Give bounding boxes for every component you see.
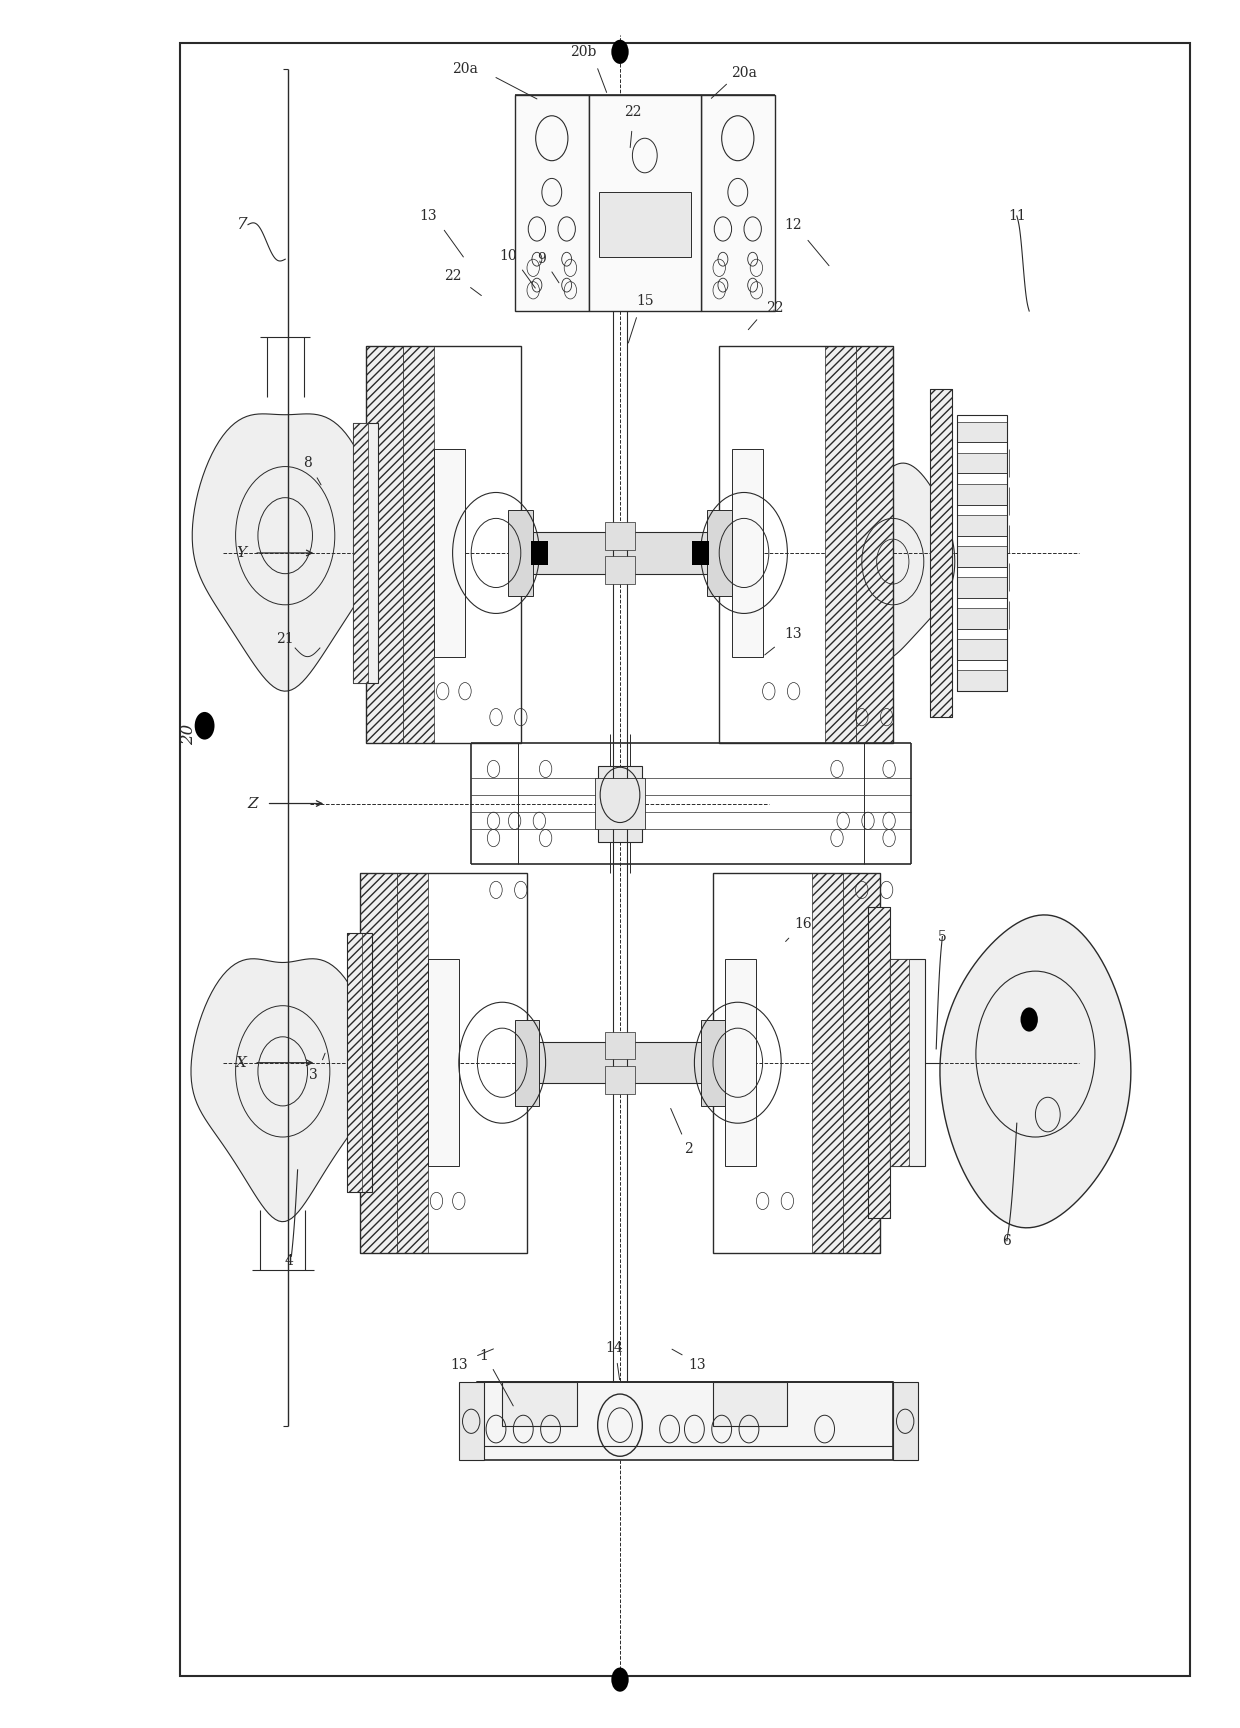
Circle shape — [611, 40, 629, 64]
Bar — [957, 484, 1007, 505]
Text: 13: 13 — [419, 209, 436, 223]
Text: 13: 13 — [688, 1358, 706, 1372]
Bar — [701, 95, 775, 311]
Text: 2: 2 — [683, 1142, 693, 1156]
Bar — [605, 1066, 635, 1094]
Bar — [868, 907, 890, 1218]
Text: 11: 11 — [1008, 209, 1025, 223]
Bar — [843, 873, 880, 1253]
Bar — [353, 423, 368, 683]
Bar — [428, 959, 459, 1166]
Bar — [957, 577, 1007, 598]
Polygon shape — [831, 463, 955, 660]
Bar — [397, 873, 428, 1253]
Bar — [515, 1020, 539, 1106]
Bar — [930, 389, 952, 717]
Bar — [825, 346, 856, 743]
Text: 10: 10 — [500, 249, 517, 263]
Bar — [713, 873, 880, 1253]
Text: 13: 13 — [785, 627, 802, 641]
Text: 16: 16 — [795, 918, 812, 931]
Text: 8: 8 — [303, 456, 312, 470]
Bar — [347, 933, 362, 1192]
Polygon shape — [191, 959, 374, 1222]
Circle shape — [195, 712, 215, 740]
Bar — [508, 510, 533, 596]
Text: 22: 22 — [444, 270, 461, 283]
Text: 20: 20 — [180, 724, 197, 745]
Bar — [180, 43, 1190, 1676]
Bar — [403, 346, 434, 743]
Text: 5: 5 — [937, 930, 947, 943]
Bar — [893, 1382, 918, 1460]
Bar — [890, 959, 909, 1166]
Bar — [701, 1020, 725, 1106]
Bar — [692, 541, 709, 565]
Polygon shape — [192, 415, 378, 691]
Bar — [366, 346, 403, 743]
Text: 20a: 20a — [453, 62, 477, 76]
Bar — [707, 510, 732, 596]
Bar — [598, 766, 642, 842]
Bar — [360, 873, 527, 1253]
Bar — [890, 959, 925, 1166]
Bar — [713, 1382, 787, 1426]
Bar — [856, 346, 893, 743]
Bar — [521, 532, 719, 574]
Bar — [599, 192, 691, 257]
Bar — [527, 1042, 713, 1083]
Text: 7: 7 — [237, 216, 247, 233]
Bar — [353, 423, 378, 683]
Bar — [366, 346, 521, 743]
Bar — [868, 907, 890, 1218]
Bar — [531, 541, 548, 565]
Text: 20a: 20a — [732, 66, 756, 79]
Text: 14: 14 — [605, 1341, 622, 1355]
Text: 9: 9 — [537, 252, 547, 266]
Bar — [589, 95, 701, 311]
Bar — [477, 1382, 893, 1460]
Bar — [347, 933, 372, 1192]
Bar — [957, 422, 1007, 442]
Bar — [957, 670, 1007, 691]
Bar — [515, 95, 589, 311]
Bar — [605, 1032, 635, 1059]
Bar — [957, 608, 1007, 629]
Bar — [360, 873, 397, 1253]
Bar — [719, 346, 893, 743]
Circle shape — [1021, 1007, 1038, 1032]
Text: 22: 22 — [624, 105, 641, 119]
Text: 6: 6 — [1002, 1234, 1012, 1248]
Bar — [957, 546, 1007, 567]
Text: X: X — [237, 1056, 247, 1070]
Text: 22: 22 — [766, 301, 784, 314]
Text: 1: 1 — [479, 1350, 489, 1363]
Text: 13: 13 — [450, 1358, 467, 1372]
Bar — [605, 556, 635, 584]
Bar — [732, 449, 763, 657]
Text: Z: Z — [248, 797, 258, 810]
Text: 12: 12 — [785, 218, 802, 232]
Bar — [725, 959, 756, 1166]
Bar — [957, 639, 1007, 660]
Bar — [957, 415, 1007, 691]
Bar — [595, 778, 645, 829]
Text: 21: 21 — [277, 632, 294, 646]
Bar — [957, 453, 1007, 473]
Text: 15: 15 — [636, 294, 653, 308]
Bar — [434, 449, 465, 657]
Bar — [930, 389, 952, 717]
Circle shape — [611, 1668, 629, 1692]
Bar — [957, 515, 1007, 536]
Bar — [459, 1382, 484, 1460]
Bar — [605, 522, 635, 550]
Polygon shape — [940, 914, 1131, 1229]
Text: Y: Y — [237, 546, 247, 560]
Text: 3: 3 — [309, 1068, 319, 1082]
Text: 4: 4 — [284, 1255, 294, 1268]
Bar — [812, 873, 843, 1253]
Bar — [502, 1382, 577, 1426]
Text: 20b: 20b — [569, 45, 596, 59]
